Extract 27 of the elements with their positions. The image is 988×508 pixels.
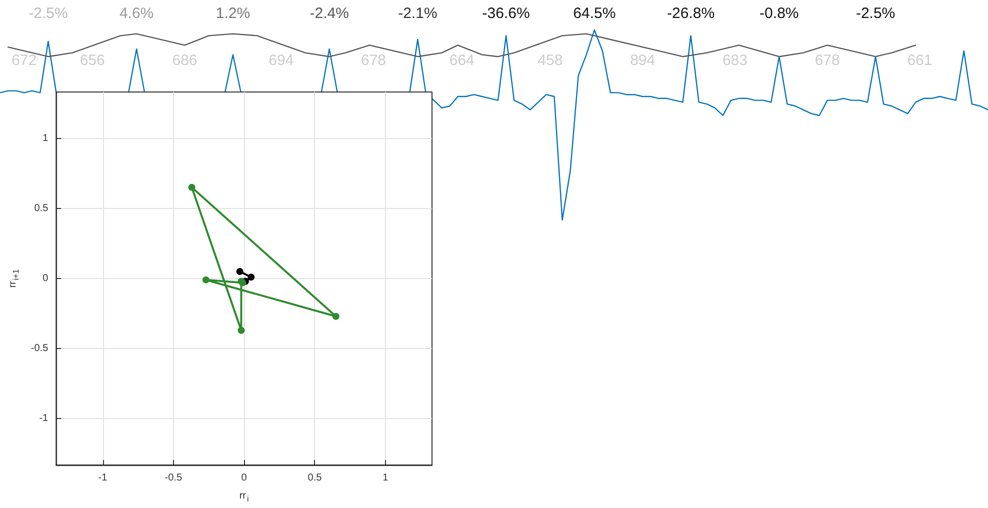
x-tick-label: 0.5 <box>308 472 322 484</box>
text: -2.4% <box>310 5 349 22</box>
y-tick-label: 0 <box>42 273 49 284</box>
text: 64.5% <box>573 5 616 22</box>
x-tick-label: -0.5 <box>164 472 182 484</box>
y-tick-label: -1 <box>39 413 49 424</box>
x-tick-label: 1 <box>382 472 389 484</box>
text: -36.6% <box>482 5 530 22</box>
x-tick-label: -1 <box>98 472 108 484</box>
point <box>236 268 244 275</box>
text: -26.8% <box>667 5 715 22</box>
x-tick-label: 0 <box>241 472 248 484</box>
point <box>332 312 340 320</box>
y-tick-label: 0.5 <box>34 202 49 214</box>
text: 4.6% <box>119 5 154 22</box>
text: 1.2% <box>216 5 250 22</box>
y-tick-label: -0.5 <box>30 343 49 354</box>
point <box>202 276 210 284</box>
text: -2.5% <box>28 5 68 22</box>
point <box>188 184 196 191</box>
text: -0.8% <box>760 5 799 22</box>
text: -2.5% <box>856 5 896 22</box>
point <box>238 326 245 334</box>
point <box>248 274 255 281</box>
y-axis-title: rri+1 <box>8 268 20 288</box>
text: -2.1% <box>398 5 438 22</box>
y-tick-label: 1 <box>42 132 49 144</box>
